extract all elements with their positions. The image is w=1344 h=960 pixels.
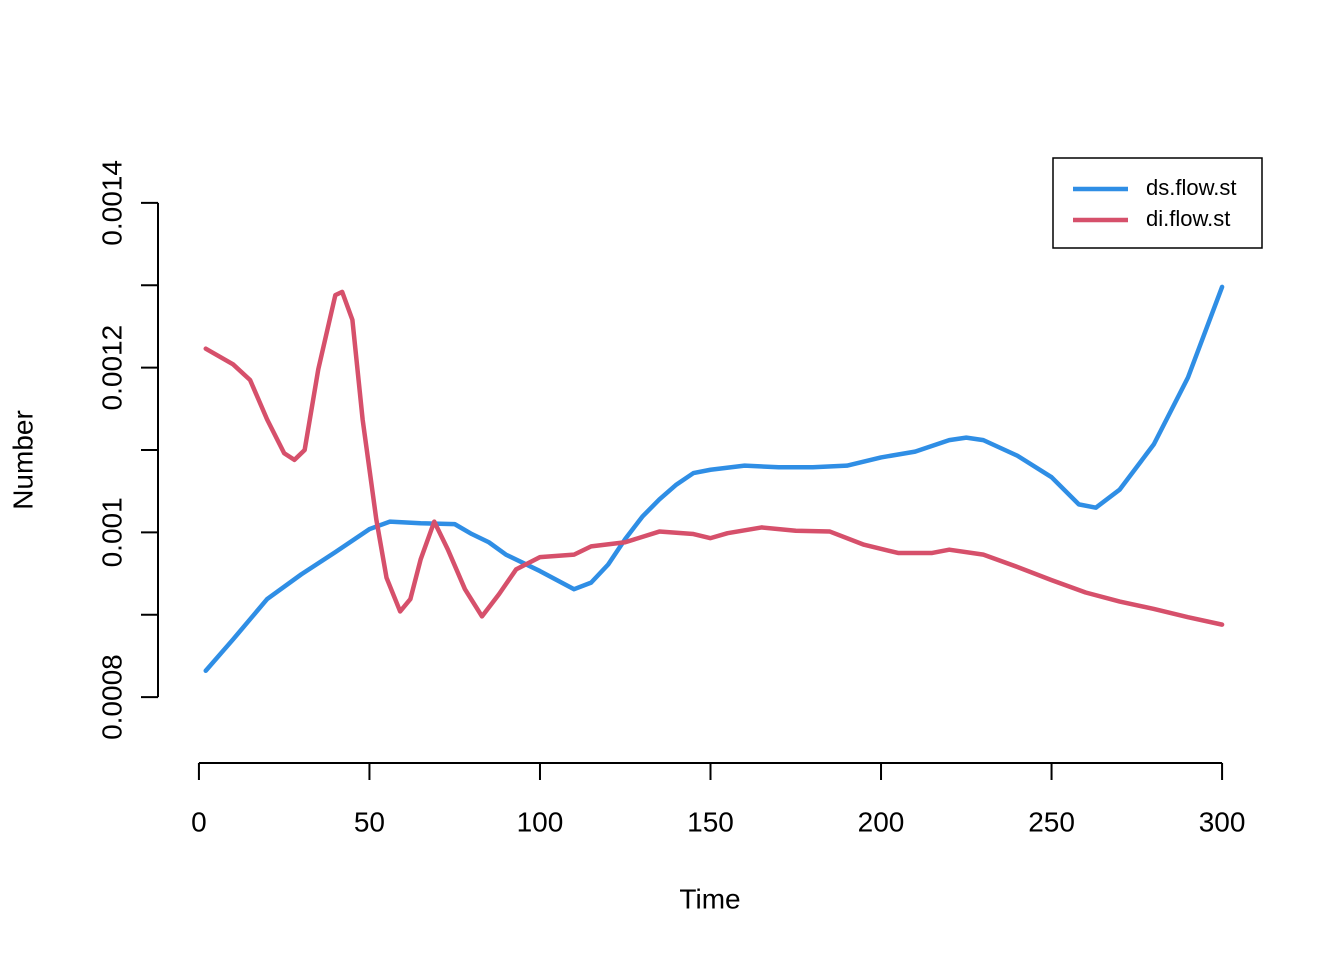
y-axis-label: Number: [7, 410, 38, 510]
line-series: [203, 284, 1225, 673]
line-series: [203, 289, 1225, 627]
x-tick-label: 100: [517, 806, 564, 837]
legend-label: di.flow.st: [1146, 206, 1230, 231]
x-axis-label: Time: [679, 883, 740, 914]
x-tick-label: 50: [354, 806, 385, 837]
legend-box: [1052, 157, 1263, 249]
y-tick-label: 0.0012: [96, 325, 127, 411]
x-tick-label: 0: [191, 806, 207, 837]
y-tick-label: 0.001: [96, 497, 127, 567]
x-tick-label: 250: [1028, 806, 1075, 837]
y-tick-label: 0.0008: [96, 654, 127, 740]
legend-label: ds.flow.st: [1146, 175, 1236, 200]
x-tick-label: 200: [858, 806, 905, 837]
y-tick-label: 0.0014: [96, 160, 127, 246]
x-tick-label: 150: [687, 806, 734, 837]
x-tick-label: 300: [1199, 806, 1246, 837]
